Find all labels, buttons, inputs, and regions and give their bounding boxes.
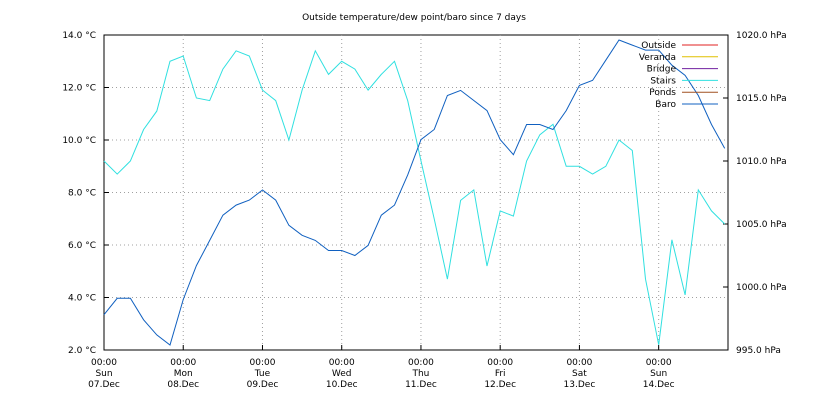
y-tick-label: 8.0 °C (68, 189, 96, 199)
x-tick-label: 07.Dec (88, 380, 120, 390)
y-tick-label: 6.0 °C (68, 241, 96, 251)
x-tick-label: 13.Dec (564, 380, 596, 390)
x-tick-label: Wed (332, 369, 352, 379)
x-tick-label: 08.Dec (167, 380, 199, 390)
legend-label: Outside (641, 41, 676, 51)
legend-label: Veranda (639, 53, 676, 63)
series-line (103, 39, 726, 346)
x-tick-label: 00:00 (91, 358, 117, 368)
legend-label: Bridge (647, 65, 677, 75)
x-tick-label: 00:00 (250, 358, 276, 368)
chart-title: Outside temperature/dew point/baro since… (302, 13, 526, 23)
x-tick-label: 12.Dec (484, 380, 516, 390)
x-tick-label: 00:00 (487, 358, 513, 368)
y2-tick-label: 1000.0 hPa (736, 283, 787, 293)
y-tick-label: 14.0 °C (62, 31, 96, 41)
x-tick-label: 00:00 (408, 358, 434, 368)
x-tick-label: 11.Dec (405, 380, 437, 390)
legend-label: Stairs (650, 76, 676, 86)
legend-label: Ponds (649, 88, 676, 98)
x-tick-label: Sun (650, 369, 667, 379)
y-tick-label: 2.0 °C (68, 346, 96, 356)
x-tick-label: Sun (95, 369, 112, 379)
y-tick-label: 10.0 °C (62, 136, 96, 146)
x-tick-label: Mon (174, 369, 193, 379)
legend-label: Baro (655, 100, 676, 110)
x-tick-label: 00:00 (566, 358, 592, 368)
x-tick-label: 09.Dec (247, 380, 279, 390)
y2-tick-label: 1020.0 hPa (736, 31, 787, 41)
x-tick-label: 00:00 (329, 358, 355, 368)
x-tick-label: 10.Dec (326, 380, 358, 390)
y2-tick-label: 995.0 hPa (736, 346, 781, 356)
y-tick-label: 4.0 °C (68, 294, 96, 304)
y2-tick-label: 1015.0 hPa (736, 94, 787, 104)
y2-tick-label: 1005.0 hPa (736, 220, 787, 230)
x-tick-label: 14.Dec (643, 380, 675, 390)
x-tick-label: Sat (572, 369, 587, 379)
x-tick-label: 00:00 (646, 358, 672, 368)
x-tick-label: Thu (411, 369, 429, 379)
y2-tick-label: 1010.0 hPa (736, 157, 787, 167)
y-tick-label: 12.0 °C (62, 84, 96, 94)
x-tick-label: 00:00 (170, 358, 196, 368)
series-line (103, 49, 726, 345)
x-tick-label: Tue (254, 369, 271, 379)
x-tick-label: Fri (495, 369, 506, 379)
